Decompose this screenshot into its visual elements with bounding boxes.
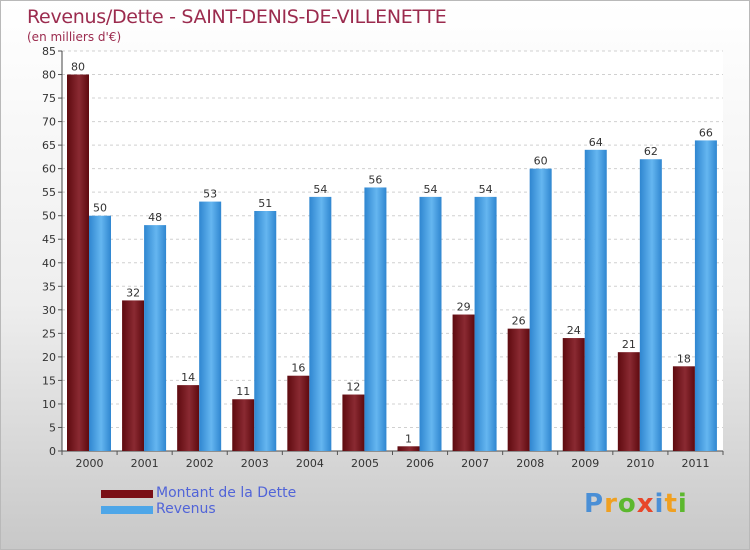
bar-debt	[232, 399, 255, 451]
data-label-debt: 29	[457, 301, 471, 314]
bar-debt	[397, 446, 420, 451]
x-tick-label: 2002	[186, 457, 214, 470]
logo-letter: P	[584, 489, 605, 519]
y-tick-label: 25	[42, 327, 56, 340]
data-label-revenue: 54	[479, 183, 493, 196]
plot-area	[62, 51, 723, 451]
data-label-revenue: 66	[699, 126, 713, 139]
bar-revenue	[474, 196, 497, 451]
y-tick-label: 65	[42, 139, 56, 152]
proxiti-logo: Proxiti	[584, 489, 688, 519]
x-tick-label: 2010	[626, 457, 654, 470]
chart-subtitle: (en milliers d'€)	[27, 30, 122, 44]
bar-revenue	[144, 225, 167, 451]
y-tick-label: 15	[42, 374, 56, 387]
data-label-debt: 16	[291, 362, 305, 375]
x-tick-label: 2011	[681, 457, 709, 470]
x-tick-label: 2008	[516, 457, 544, 470]
y-tick-label: 70	[42, 116, 56, 129]
bar-revenue	[309, 196, 332, 451]
bar-revenue	[529, 168, 552, 451]
data-label-revenue: 48	[148, 211, 162, 224]
data-label-debt: 80	[71, 61, 85, 74]
data-label-revenue: 62	[644, 145, 658, 158]
bar-debt	[122, 300, 145, 451]
logo-letter: t	[664, 489, 678, 519]
data-label-revenue: 64	[589, 136, 603, 149]
bar-debt	[617, 352, 640, 451]
bar-debt	[287, 375, 310, 451]
legend-swatch-debt	[101, 490, 153, 498]
bar-revenue	[254, 211, 277, 451]
y-tick-label: 5	[49, 421, 56, 434]
data-label-revenue: 60	[534, 155, 548, 168]
x-tick-label: 2004	[296, 457, 324, 470]
data-label-debt: 14	[181, 371, 195, 384]
data-label-debt: 11	[236, 385, 250, 398]
y-tick-label: 85	[42, 45, 56, 58]
bar-debt	[342, 394, 365, 451]
bar-debt	[562, 338, 585, 451]
logo-letter: r	[604, 489, 618, 519]
logo-letter: x	[636, 489, 655, 519]
bar-debt	[67, 74, 89, 451]
y-tick-label: 80	[42, 69, 56, 82]
bar-debt	[507, 328, 530, 451]
x-tick-label: 2000	[76, 457, 104, 470]
y-tick-label: 55	[42, 186, 56, 199]
bar-debt	[177, 385, 200, 451]
y-tick-label: 0	[49, 445, 56, 458]
data-label-revenue: 50	[93, 202, 107, 215]
y-tick-label: 10	[42, 398, 56, 411]
data-label-debt: 1	[405, 432, 412, 445]
data-label-debt: 32	[126, 286, 140, 299]
y-tick-label: 35	[42, 280, 56, 293]
logo-letter: i	[677, 489, 688, 519]
bar-debt	[672, 366, 695, 451]
x-tick-label: 2001	[131, 457, 159, 470]
legend-label-revenue: Revenus	[156, 501, 216, 517]
bar-revenue	[364, 187, 387, 451]
legend-label-debt: Montant de la Dette	[156, 485, 297, 501]
y-tick-label: 40	[42, 257, 56, 270]
bar-debt	[452, 314, 475, 451]
data-label-revenue: 56	[368, 173, 382, 186]
logo-letter: o	[617, 489, 637, 519]
bar-revenue	[89, 215, 111, 451]
data-label-revenue: 51	[258, 197, 272, 210]
data-label-debt: 21	[622, 338, 636, 351]
y-tick-label: 50	[42, 210, 56, 223]
y-tick-label: 75	[42, 92, 56, 105]
chart-title: Revenus/Dette - SAINT-DENIS-DE-VILLENETT…	[27, 6, 447, 28]
bar-revenue	[639, 159, 662, 451]
bar-revenue	[419, 196, 442, 451]
legend-swatch-revenue	[101, 506, 153, 514]
x-tick-label: 2006	[406, 457, 434, 470]
bar-revenue	[694, 140, 717, 452]
data-label-revenue: 53	[203, 188, 217, 201]
x-tick-label: 2003	[241, 457, 269, 470]
y-tick-label: 30	[42, 304, 56, 317]
data-label-revenue: 54	[424, 183, 438, 196]
bar-revenue	[584, 149, 607, 451]
bar-revenue	[199, 201, 222, 451]
data-label-debt: 12	[346, 381, 360, 394]
x-tick-label: 2005	[351, 457, 379, 470]
x-tick-label: 2009	[571, 457, 599, 470]
logo-letter: i	[654, 489, 665, 519]
data-label-debt: 26	[512, 315, 526, 328]
data-label-revenue: 54	[313, 183, 327, 196]
y-tick-label: 20	[42, 351, 56, 364]
x-tick-label: 2007	[461, 457, 489, 470]
data-label-debt: 24	[567, 324, 581, 337]
y-tick-label: 60	[42, 163, 56, 176]
y-tick-label: 45	[42, 233, 56, 246]
data-label-debt: 18	[677, 352, 691, 365]
